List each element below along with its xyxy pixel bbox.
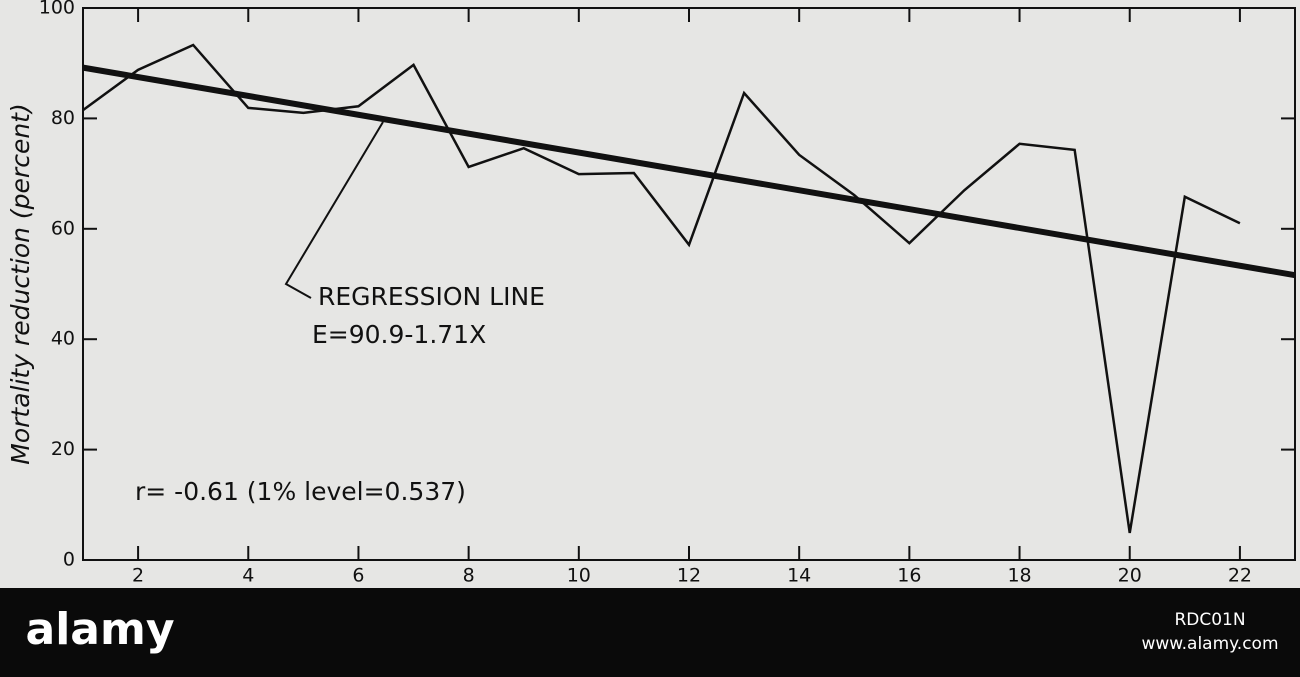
y-tick-label: 80	[51, 107, 75, 129]
y-tick-label: 20	[51, 438, 75, 460]
x-tick-label: 18	[1007, 565, 1031, 587]
annotation: E=90.9-1.71X	[312, 320, 486, 349]
x-tick-label: 6	[352, 565, 364, 587]
watermark-brand: alamy	[26, 604, 175, 655]
x-tick-label: 2	[132, 565, 144, 587]
x-tick-label: 10	[567, 565, 591, 587]
plot: 0 20 40 60 80 100 2 4 6 8 10 12 14 16 18 20 22	[39, 0, 1296, 587]
y-tick-label: 40	[51, 328, 75, 350]
y-tick-label: 60	[51, 217, 75, 239]
pointer-line	[284, 121, 384, 299]
x-tick-label: 16	[897, 565, 921, 587]
watermark-band	[0, 588, 1300, 677]
y-tick-label: 100	[39, 0, 75, 19]
watermark-url: www.alamy.com	[1141, 634, 1278, 654]
x-tick-label: 22	[1228, 565, 1252, 587]
x-tick-label: 8	[463, 565, 475, 587]
annotation: REGRESSION LINE	[318, 282, 545, 311]
x-tick-label: 4	[242, 565, 254, 587]
x-tick-label: 14	[787, 565, 811, 587]
y-tick-label: 0	[63, 549, 75, 571]
x-tick-label: 12	[677, 565, 701, 587]
x-tick-label: 20	[1118, 565, 1142, 587]
annotation: r= -0.61 (1% level=0.537)	[135, 477, 466, 506]
watermark-id: RDC01N	[1174, 610, 1245, 630]
data-line	[82, 43, 1241, 534]
y-axis-label: Mortality reduction (percent)	[6, 103, 35, 464]
regression-line	[82, 64, 1296, 279]
